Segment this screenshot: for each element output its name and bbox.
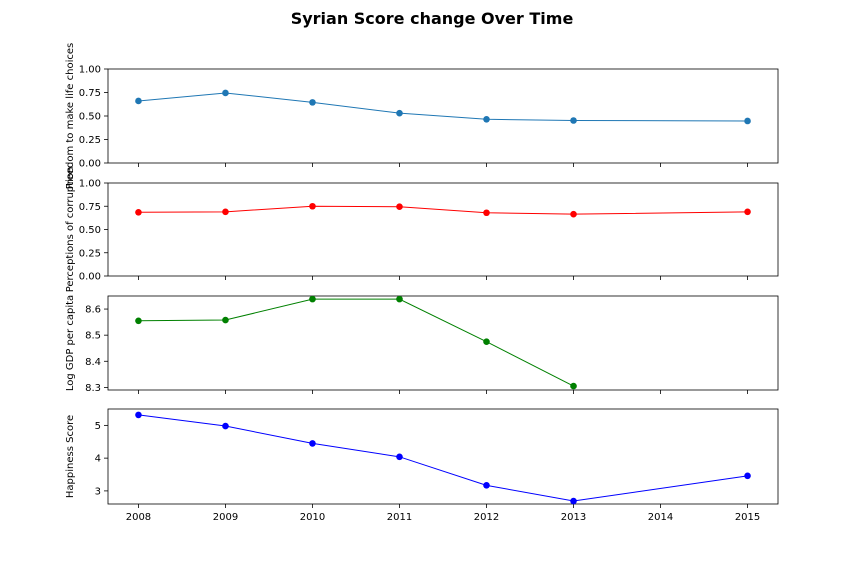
data-point: [309, 202, 316, 210]
panel-4: 3 4 5 2008 2009 2010 2011 2012 2013 2014 2015 Happi…: [65, 408, 779, 523]
y-tick-label: 3: [95, 486, 101, 497]
x-tick-label: 2012: [474, 512, 499, 523]
y-tick-label: 4: [95, 454, 101, 465]
x-tick-label: 2009: [213, 512, 238, 523]
panel-frame: [107, 408, 779, 505]
data-point: [135, 317, 142, 325]
y-tick-label: 1.00: [79, 65, 101, 76]
data-point: [744, 208, 751, 216]
data-point: [222, 208, 229, 216]
data-point: [222, 89, 229, 97]
series-line: [138, 92, 748, 122]
data-point: [570, 210, 577, 218]
data-point: [744, 472, 751, 480]
y-tick-label: 0.25: [79, 135, 101, 146]
y-tick-label: 0.00: [79, 272, 101, 283]
data-point: [135, 97, 142, 105]
y-tick-label: 0.75: [79, 202, 101, 213]
y-tick-label: 0.50: [79, 225, 101, 236]
data-point: [309, 295, 316, 303]
series-line: [138, 414, 748, 502]
data-point: [135, 411, 142, 419]
data-point: [483, 338, 490, 345]
data-point: [135, 208, 142, 216]
y-tick-label: 0.75: [79, 88, 101, 99]
data-point: [222, 422, 229, 430]
series-line: [138, 205, 748, 215]
x-tick-label: 2015: [735, 512, 760, 523]
y-axis-label: Happiness Score: [65, 415, 76, 498]
x-tick-label: 2008: [126, 512, 151, 523]
y-tick-label: 1.00: [79, 179, 101, 190]
y-tick-label: 0.25: [79, 248, 101, 259]
x-tick-label: 2010: [300, 512, 325, 523]
data-point: [483, 482, 490, 489]
y-tick-label: 0.00: [79, 159, 101, 170]
data-point: [396, 453, 403, 461]
x-tick-label: 2013: [561, 512, 586, 523]
data-point: [396, 109, 403, 117]
data-point: [309, 99, 316, 106]
data-point: [483, 209, 490, 217]
data-point: [483, 115, 490, 123]
x-tick-label: 2011: [387, 512, 412, 523]
y-tick-label: 8.5: [85, 331, 101, 342]
y-tick-label: 8.4: [85, 357, 101, 368]
y-axis-label: Log GDP per capita: [65, 295, 76, 391]
data-point: [396, 203, 403, 211]
y-tick-label: 8.6: [85, 305, 101, 316]
series-line: [138, 298, 574, 387]
chart-title: Syrian Score change Over Time: [291, 9, 574, 28]
data-point: [396, 295, 403, 303]
x-tick-label: 2014: [648, 512, 673, 523]
data-point: [309, 440, 316, 447]
y-tick-label: 5: [95, 421, 101, 432]
panel-3: 8.3 8.4 8.5 8.6 Log GDP per capita: [65, 295, 779, 394]
y-axis-label: Freedom to make life choices: [65, 43, 76, 189]
data-point: [744, 117, 751, 125]
y-axis-label: Perceptions of corruption: [65, 167, 76, 293]
panel-frame: [107, 295, 779, 391]
data-point: [570, 117, 577, 124]
y-tick-label: 0.50: [79, 112, 101, 123]
panel-frame: [107, 182, 779, 277]
data-point: [570, 497, 577, 505]
y-tick-label: 8.3: [85, 383, 101, 394]
data-point: [222, 316, 229, 324]
data-point: [570, 382, 577, 390]
